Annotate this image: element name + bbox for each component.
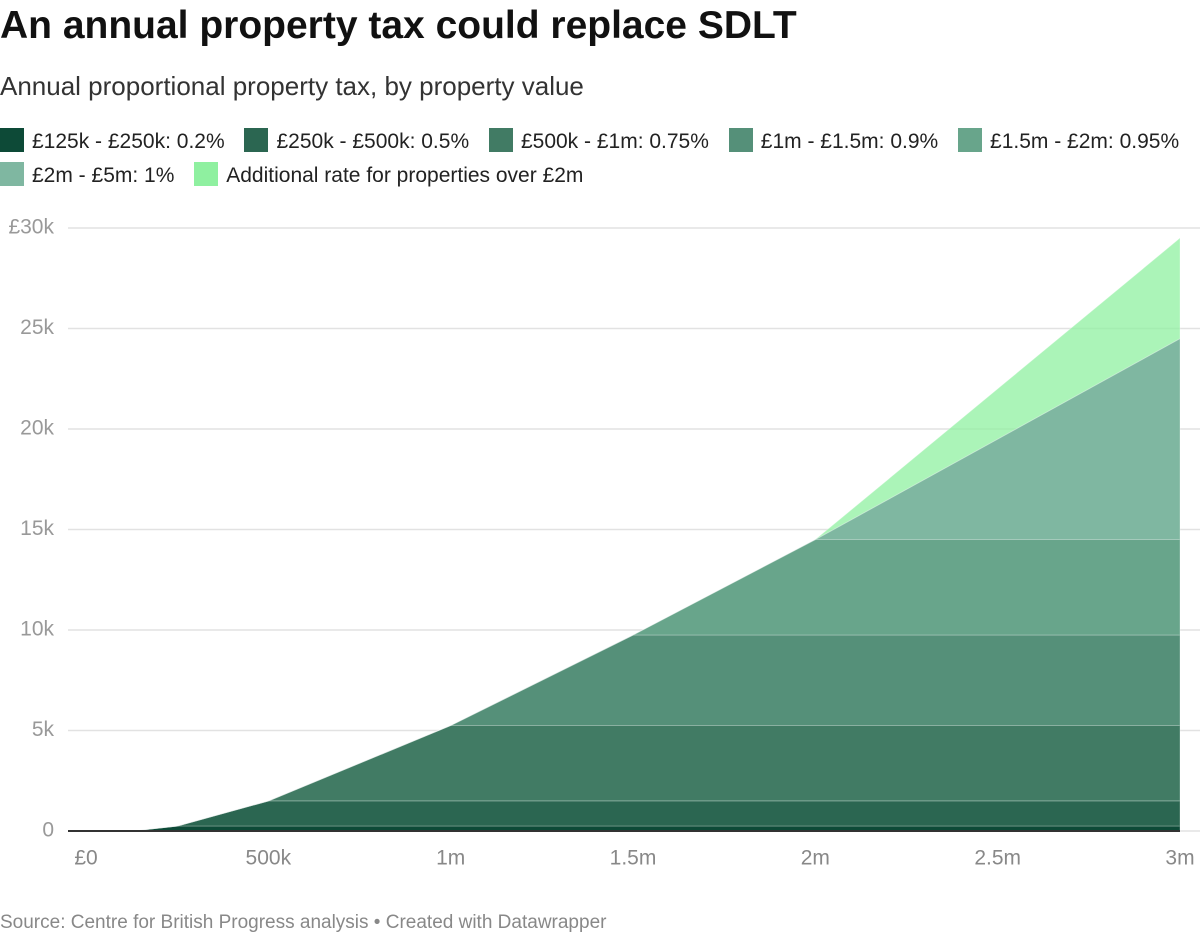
chart-subtitle: Annual proportional property tax, by pro… <box>0 71 584 101</box>
legend-label: £1m - £1.5m: 0.9% <box>760 130 939 153</box>
chart-title: An annual property tax could replace SDL… <box>0 4 797 47</box>
y-tick-label: 20k <box>20 417 54 440</box>
y-tick-label: 5k <box>32 718 55 741</box>
legend-label: £1.5m - £2m: 0.95% <box>990 130 1180 153</box>
source-note: Source: Centre for British Progress anal… <box>0 912 607 933</box>
legend-label: Additional rate for properties over £2m <box>226 164 584 187</box>
legend-item: £1m - £1.5m: 0.9% <box>728 128 939 153</box>
legend-label: £250k - £500k: 0.5% <box>276 130 470 153</box>
legend-item: £125k - £250k: 0.2% <box>0 128 225 153</box>
legend-item: £250k - £500k: 0.5% <box>244 128 470 153</box>
area <box>86 634 1181 832</box>
area <box>86 800 1181 832</box>
x-tick-label: 500k <box>246 847 292 870</box>
x-tick-label: 2.5m <box>974 847 1021 870</box>
legend-swatch <box>244 128 269 152</box>
legend: £125k - £250k: 0.2% £250k - £500k: 0.5% … <box>0 125 1195 193</box>
legend-swatch <box>488 128 513 152</box>
legend-label: £125k - £250k: 0.2% <box>32 130 225 153</box>
legend-swatch <box>958 128 983 152</box>
legend-swatch <box>0 128 24 152</box>
chart: 0 5k 10k 15k 20k 25k £30k £0 500k 1m 1.5m 2m 2.5m 3m <box>8 216 1200 870</box>
legend-swatch <box>728 128 753 152</box>
legend-item: Additional rate for properties over £2m <box>194 162 584 187</box>
x-tick-label: 1m <box>436 847 465 870</box>
area <box>86 724 1181 832</box>
y-tick-label: 0 <box>42 819 54 842</box>
area <box>86 539 1181 832</box>
x-tick-label: 3m <box>1165 847 1194 870</box>
area <box>86 337 1181 832</box>
legend-label: £500k - £1m: 0.75% <box>520 130 709 153</box>
x-tick-label: 2m <box>801 847 830 870</box>
y-tick-label: 10k <box>20 618 54 641</box>
y-tick-label: 15k <box>20 517 54 540</box>
legend-swatch <box>194 162 219 186</box>
y-tick-label: £30k <box>8 216 54 239</box>
area <box>86 236 1181 832</box>
x-tick-label: £0 <box>74 847 97 870</box>
legend-item: £1.5m - £2m: 0.95% <box>958 128 1180 153</box>
y-tick-label: 25k <box>20 316 54 339</box>
legend-label: £2m - £5m: 1% <box>32 164 175 187</box>
legend-item: £2m - £5m: 1% <box>0 162 175 187</box>
x-tick-label: 1.5m <box>610 847 657 870</box>
legend-swatch <box>0 162 24 186</box>
legend-item: £500k - £1m: 0.75% <box>488 128 709 153</box>
